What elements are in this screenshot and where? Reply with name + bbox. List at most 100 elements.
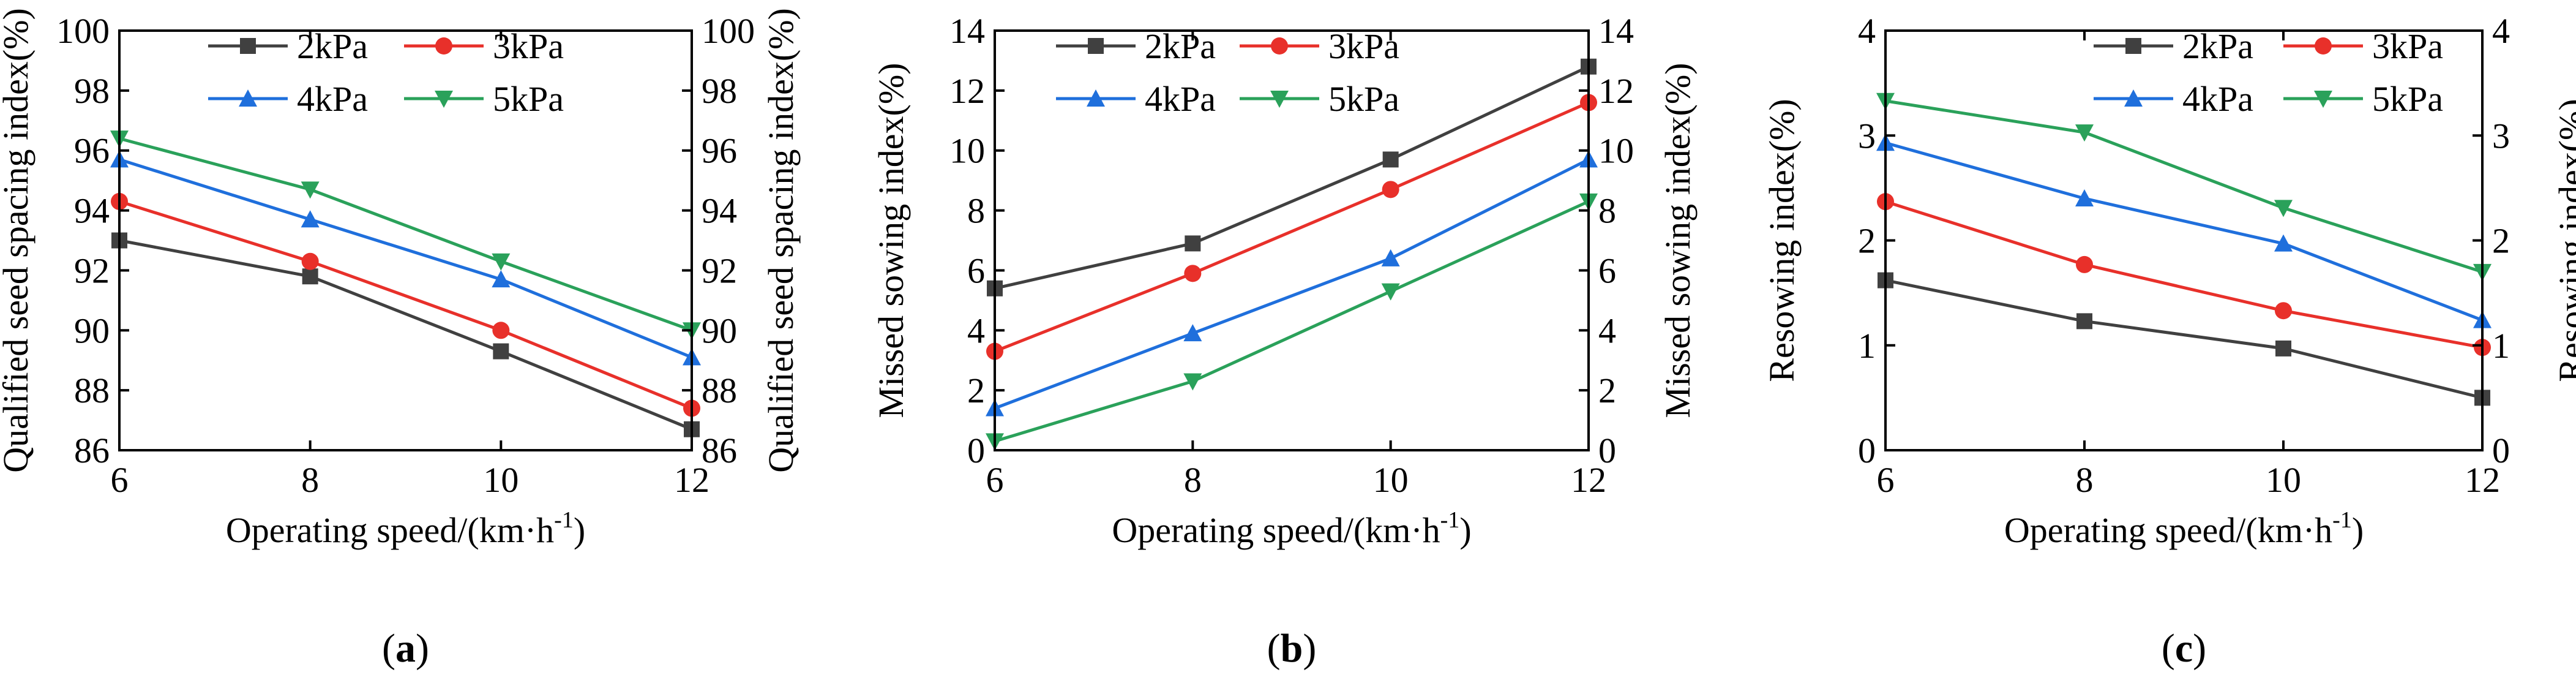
data-point-2kPa-8 [2076,313,2092,330]
legend-label: 2kPa [297,26,368,66]
series-line-2kPa [119,239,692,431]
data-point-3kPa-8 [2076,255,2093,273]
data-point-5kPa-10 [492,253,511,271]
x-tick-label: 10 [1373,460,1409,500]
legend-marker [240,38,256,54]
x-tick-label: 8 [301,460,319,500]
y-tick-label-right: 12 [1598,71,1634,111]
series-line-2kPa [994,65,1590,290]
y-axis-title-right: Resowing index(%) [2552,99,2576,382]
y-tick-label-left: 86 [74,431,110,470]
legend-item-2kPa: 2kPa [2094,26,2253,66]
y-tick-label-right: 8 [1598,191,1616,231]
data-point-5kPa-8 [301,181,320,199]
data-point-2kPa-10 [493,343,509,360]
y-tick-label-right: 100 [702,11,755,51]
legend-item-2kPa: 2kPa [1056,26,1216,66]
data-point-4kPa-8 [1183,324,1202,342]
legend-item-4kPa: 4kPa [2094,79,2253,119]
legend-item-5kPa: 5kPa [1240,79,1399,119]
y-tick-label-right: 92 [702,251,737,290]
y-tick-label-left: 88 [74,371,110,410]
y-tick-label-left: 2 [967,371,985,410]
data-point-5kPa-10 [2274,200,2293,217]
x-axis-title: Operating speed/(km·h-1) [1112,507,1471,550]
data-point-3kPa-10 [1382,181,1399,198]
legend-marker [435,91,453,108]
legend: 2kPa 3kPa 4kPa 5kPa [208,26,564,119]
data-point-2kPa-10 [1382,151,1399,168]
legend-item-4kPa: 4kPa [208,79,368,119]
y-tick-label-right: 0 [2492,431,2510,470]
y-tick-label-left: 14 [949,11,985,51]
y-tick-label-right: 4 [2492,11,2510,51]
series-line-3kPa [119,200,692,410]
legend-label: 3kPa [2372,26,2443,66]
series-line-4kPa [1885,141,2483,322]
x-tick-label: 6 [111,460,129,500]
legend-label: 5kPa [1328,79,1399,119]
y-tick-label-right: 90 [702,311,737,350]
y-tick-label-right: 3 [2492,116,2510,156]
legend-marker [239,89,257,107]
legend-marker [1271,37,1288,55]
legend-label: 5kPa [493,79,564,119]
x-tick-label: 8 [1184,460,1202,500]
x-tick-label: 10 [483,460,519,500]
y-tick-label-left: 2 [1858,221,1876,261]
legend-marker [1088,38,1104,54]
y-tick-label-right: 86 [702,431,737,470]
x-tick-label: 12 [1571,460,1606,500]
legend-item-2kPa: 2kPa [208,26,368,66]
legend-item-5kPa: 5kPa [404,79,564,119]
y-tick-label-right: 1 [2492,326,2510,366]
data-point-4kPa-8 [2075,189,2094,206]
y-tick-label-right: 2 [1598,371,1616,410]
y-tick-label-left: 6 [967,251,985,290]
y-tick-label-left: 4 [967,311,985,350]
y-axis-title-left: Resowing index(%) [1762,99,1802,382]
legend-marker [1270,91,1289,108]
data-point-3kPa-10 [2275,302,2292,320]
y-tick-label-left: 12 [949,71,985,111]
legend-label: 2kPa [1145,26,1216,66]
panel-label: (c) [2162,626,2206,671]
data-point-3kPa-8 [301,252,319,270]
legend-marker [1087,89,1105,107]
y-tick-label-left: 3 [1858,116,1876,156]
series-line-2kPa [1885,279,2483,399]
data-point-5kPa-10 [1381,283,1400,301]
data-point-5kPa-8 [1183,373,1202,391]
panel-label: (b) [1267,626,1317,671]
y-axis-title-right: Qualified seed spacing index(%) [761,8,801,473]
y-tick-label-right: 6 [1598,251,1616,290]
y-tick-label-left: 90 [74,311,110,350]
y-tick-label-right: 98 [702,71,737,111]
y-tick-label-left: 10 [949,131,985,171]
y-tick-label-right: 2 [2492,221,2510,261]
x-axis-title: Operating speed/(km·h-1) [226,507,585,550]
y-tick-label-left: 8 [967,191,985,231]
legend-marker [2315,37,2332,55]
x-tick-label: 12 [674,460,710,500]
legend-marker [2125,38,2141,54]
legend-label: 3kPa [1328,26,1399,66]
y-tick-label-right: 96 [702,131,737,171]
data-point-4kPa-10 [2274,234,2293,252]
y-tick-label-left: 0 [967,431,985,470]
legend-item-3kPa: 3kPa [404,26,564,66]
legend: 2kPa 3kPa 4kPa 5kPa [1056,26,1399,119]
y-tick-label-left: 100 [56,11,110,51]
data-point-5kPa-8 [2075,124,2094,142]
y-tick-label-left: 92 [74,251,110,290]
plot-frame [994,29,1590,451]
y-tick-label-right: 88 [702,371,737,410]
x-axis-title: Operating speed/(km·h-1) [2004,507,2364,550]
data-point-3kPa-8 [1184,265,1202,282]
legend-label: 4kPa [2182,79,2253,119]
